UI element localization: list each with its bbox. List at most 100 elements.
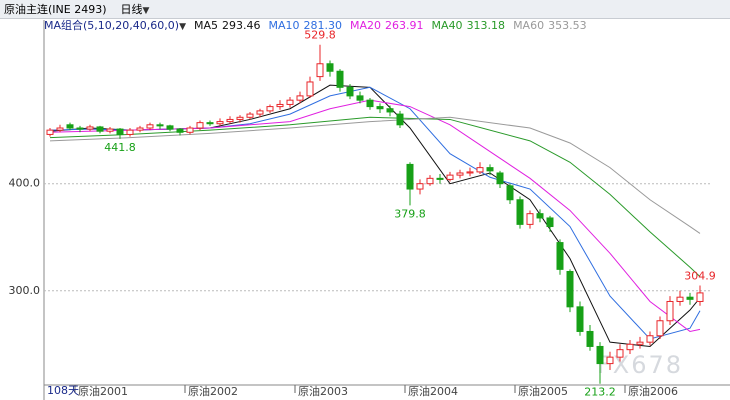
candle — [256, 108, 264, 118]
candle — [286, 96, 294, 108]
candle-body — [186, 127, 194, 133]
candle-body — [56, 127, 64, 131]
candle — [546, 215, 554, 232]
candle-body — [316, 63, 324, 78]
candle — [176, 128, 184, 136]
candle-body — [676, 296, 684, 302]
candle — [446, 171, 454, 182]
candle-body — [686, 296, 694, 300]
candle — [476, 162, 484, 175]
candle-body — [46, 129, 54, 135]
y-tick-label: 300.0 — [9, 284, 41, 297]
candle — [156, 122, 164, 130]
candle — [66, 122, 74, 131]
x-tick-label: 原油2002 — [188, 384, 238, 398]
candle-body — [516, 199, 524, 225]
symbol[interactable]: 原油主连(INE 2493) — [4, 3, 107, 16]
candle — [666, 296, 674, 326]
candle-body — [566, 270, 574, 308]
x-tick-label: 原油2003 — [298, 384, 348, 398]
candle-body — [296, 95, 304, 101]
legend-name: MA5 — [194, 18, 219, 32]
candle-body — [66, 124, 74, 129]
candle-body — [376, 106, 384, 110]
x-tick-label: 原油2004 — [408, 384, 458, 398]
candle-body — [156, 124, 164, 127]
ma-group[interactable]: MA组合(5,10,20,40,60,0)▼ — [44, 17, 186, 33]
price-annotation: 529.8 — [304, 29, 336, 42]
dropdown-icon: ▼ — [179, 22, 186, 32]
candle-body — [96, 126, 104, 132]
candle — [366, 98, 374, 110]
candle — [406, 162, 414, 206]
candle-body — [286, 99, 294, 105]
legend-item: MA60 353.53 — [513, 19, 587, 32]
candle-body — [546, 217, 554, 228]
x-tick-label: 原油2001 — [78, 384, 128, 398]
candle — [436, 174, 444, 184]
candle — [486, 164, 494, 176]
candle-body — [136, 127, 144, 131]
candle — [506, 183, 514, 205]
period-select[interactable]: 日线▼ — [121, 1, 150, 17]
candle-body — [326, 63, 334, 72]
candle — [596, 342, 604, 384]
candle — [516, 196, 524, 229]
legend-name: MA20 — [350, 18, 382, 32]
candle-body — [586, 330, 594, 347]
candle — [116, 128, 124, 139]
candle-body — [396, 113, 404, 126]
candle — [336, 69, 344, 92]
candle-body — [246, 113, 254, 118]
candle — [646, 331, 654, 346]
candle — [296, 91, 304, 104]
candle-body — [86, 126, 94, 130]
candle — [676, 290, 684, 306]
candle — [466, 167, 474, 177]
candle — [586, 325, 594, 351]
candle — [236, 115, 244, 123]
legend-value: 353.53 — [548, 18, 587, 32]
watermark: FX678 — [597, 351, 683, 379]
candle-body — [76, 127, 84, 130]
candle — [216, 118, 224, 126]
candle-body — [606, 356, 614, 365]
price-annotation: 441.8 — [104, 141, 136, 154]
candle-body — [276, 103, 284, 108]
candle-body — [166, 125, 174, 130]
candle-body — [696, 292, 704, 302]
candle-body — [216, 121, 224, 125]
candle — [76, 125, 84, 133]
candle-body — [386, 108, 394, 113]
candle-body — [476, 167, 484, 173]
candle-body — [416, 183, 424, 190]
candle — [626, 340, 634, 354]
ma-legend: MA组合(5,10,20,40,60,0)▼ MA5 293.46 MA10 281.… — [44, 17, 587, 33]
legend-item: MA10 281.30 — [269, 19, 343, 32]
candle-body — [426, 177, 434, 185]
candle-body — [306, 81, 314, 97]
candle — [416, 179, 424, 195]
legend-name: MA60 — [513, 18, 545, 32]
candle-body — [666, 300, 674, 322]
candle — [566, 269, 574, 313]
candle — [496, 170, 504, 188]
candle-body — [506, 185, 514, 201]
ma-line — [49, 99, 701, 332]
legend-item: MA40 313.18 — [432, 19, 506, 32]
candle-body — [456, 172, 464, 176]
candle-body — [366, 99, 374, 108]
candle-body — [226, 118, 234, 123]
x-tick-label: 原油2006 — [628, 384, 678, 398]
candle-body — [536, 213, 544, 219]
candle — [146, 122, 154, 131]
candle-body — [106, 128, 114, 132]
candle — [306, 76, 314, 99]
candle-body — [496, 172, 504, 185]
y-tick-label: 400.0 — [9, 177, 41, 190]
ma-line — [49, 116, 701, 234]
candle — [326, 60, 334, 77]
candle-body — [256, 110, 264, 115]
candle-body — [206, 122, 214, 125]
candle — [576, 301, 584, 336]
